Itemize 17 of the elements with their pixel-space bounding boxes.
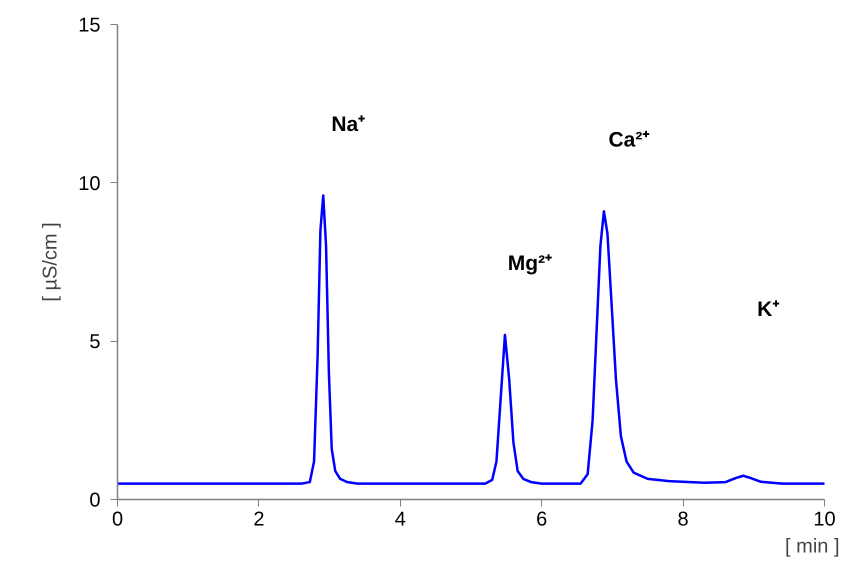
y-axis-title: [ µS/cm ]: [39, 222, 62, 302]
y-tick-label: 15: [78, 14, 101, 36]
line-series: [118, 194, 824, 485]
x-tick-label: 6: [536, 508, 548, 530]
annotation: Mg²⁺: [508, 252, 552, 276]
x-tick-label: 8: [678, 508, 689, 530]
y-tick-label: 0: [89, 490, 100, 512]
x-tick-label: 0: [112, 508, 124, 530]
x-tick-label: 2: [253, 508, 264, 530]
x-axis-title: [ min ]: [785, 536, 840, 558]
annotation: Ca²⁺: [608, 128, 650, 152]
annotation: K⁺: [757, 298, 780, 321]
x-tick-label: 10: [813, 508, 836, 530]
annotation: Na⁺: [331, 112, 366, 136]
y-tick-label: 10: [78, 172, 101, 195]
x-tick-label: 4: [394, 508, 406, 530]
y-tick-label: 5: [89, 331, 100, 354]
